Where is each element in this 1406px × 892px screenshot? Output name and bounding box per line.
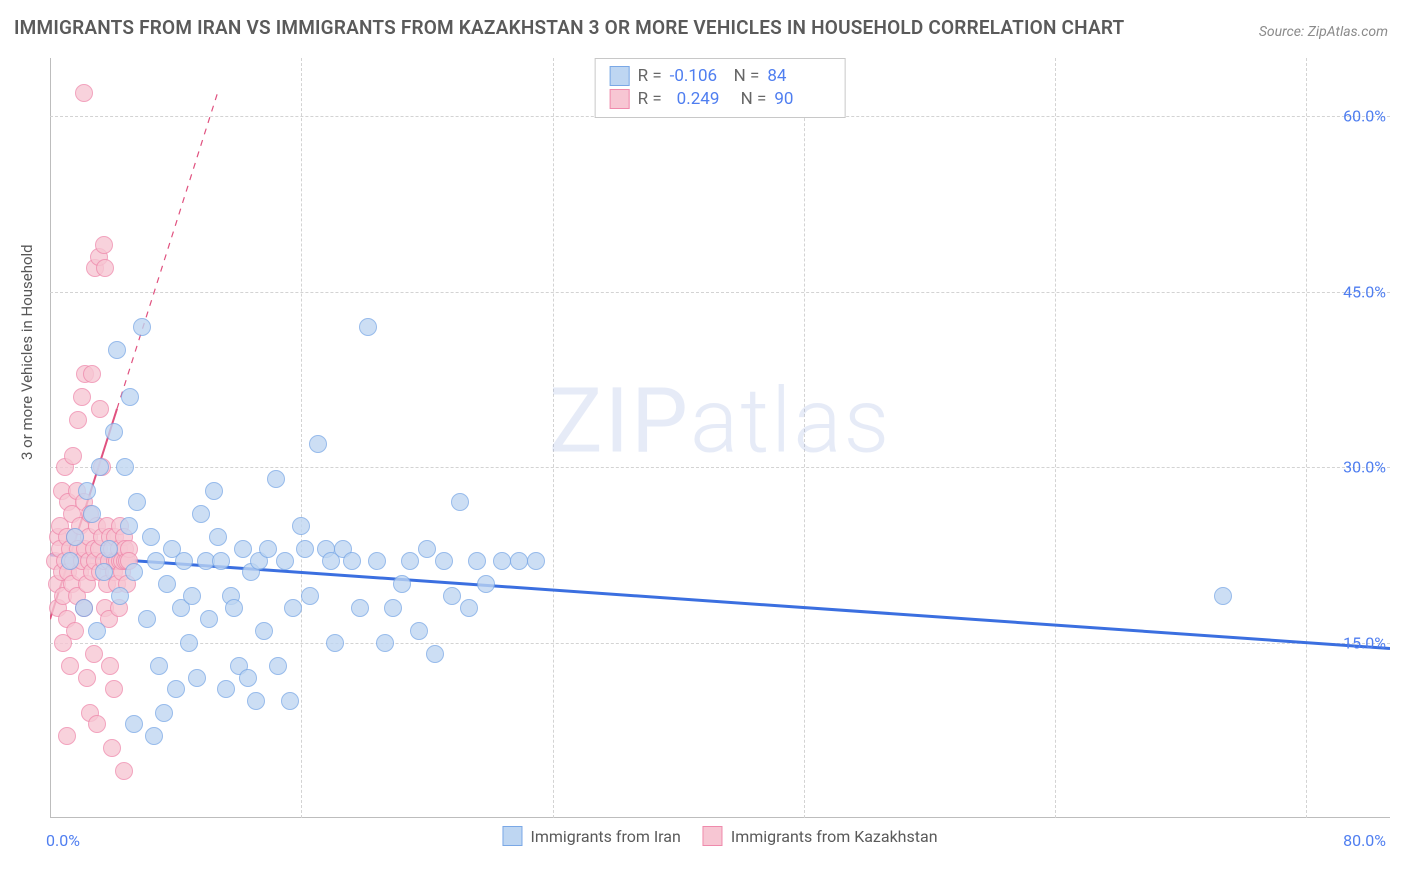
plot-area: ZIPatlas R = -0.106 N = 84 R = 0.249 N =… — [50, 58, 1390, 848]
n-value: 84 — [767, 65, 823, 88]
n-label: N = — [734, 65, 760, 88]
stats-box: R = -0.106 N = 84 R = 0.249 N = 90 — [595, 58, 846, 118]
y-tick-label: 60.0% — [1343, 107, 1386, 126]
stats-row-2: R = 0.249 N = 90 — [610, 88, 831, 111]
swatch-icon — [703, 826, 723, 846]
r-value: 0.249 — [670, 88, 733, 111]
y-axis-label: 3 or more Vehicles in Household — [18, 244, 36, 460]
x-tick-max: 80.0% — [1343, 831, 1386, 850]
stats-row-1: R = -0.106 N = 84 — [610, 65, 831, 88]
n-value: 90 — [774, 88, 830, 111]
swatch-icon — [610, 89, 630, 109]
y-tick-label: 30.0% — [1343, 458, 1386, 477]
y-tick-label: 15.0% — [1343, 633, 1386, 652]
r-value: -0.106 — [670, 65, 726, 88]
swatch-icon — [502, 826, 522, 846]
y-tick-label: 45.0% — [1343, 282, 1386, 301]
n-label: N = — [741, 88, 767, 111]
legend: Immigrants from Iran Immigrants from Kaz… — [502, 826, 937, 846]
legend-label: Immigrants from Kazakhstan — [731, 827, 938, 846]
chart-title: IMMIGRANTS FROM IRAN VS IMMIGRANTS FROM … — [14, 16, 1124, 39]
legend-item-2: Immigrants from Kazakhstan — [703, 826, 938, 846]
x-tick-min: 0.0% — [46, 831, 80, 850]
swatch-icon — [610, 66, 630, 86]
r-label: R = — [638, 65, 662, 88]
trend-lines — [50, 58, 1390, 848]
source-label: Source: ZipAtlas.com — [1259, 24, 1388, 40]
legend-item-1: Immigrants from Iran — [502, 826, 680, 846]
legend-label: Immigrants from Iran — [530, 827, 680, 846]
r-label: R = — [638, 88, 662, 111]
